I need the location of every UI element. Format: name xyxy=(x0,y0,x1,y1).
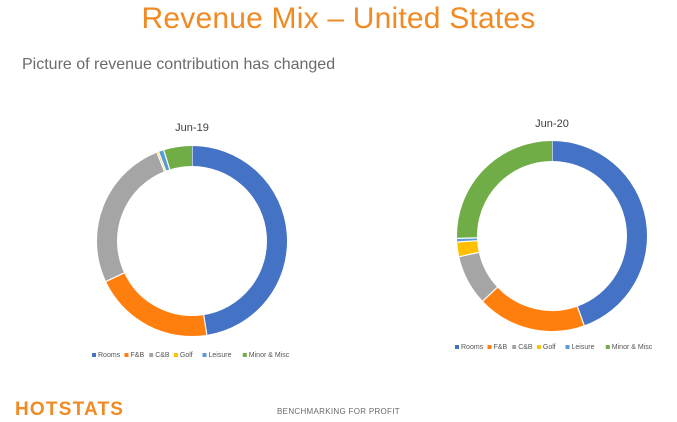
legend-1-label-golf: Golf xyxy=(180,352,193,359)
donut-2-slice-rooms xyxy=(551,141,647,326)
slide-title: Revenue Mix – United States xyxy=(141,2,536,35)
legend-1-label-candb: C&B xyxy=(155,352,170,359)
legend-1-label-rooms: Rooms xyxy=(98,352,121,359)
footer-tagline: BENCHMARKING FOR PROFIT xyxy=(277,407,400,416)
donut-1-slice-candb xyxy=(97,152,165,282)
donut-2-slices xyxy=(457,141,647,331)
donut-2-separator xyxy=(457,240,478,243)
legend-2: Rooms F&B C&B Golf Leisure Minor & Misc xyxy=(455,344,653,351)
donut-1-slice-rooms xyxy=(191,146,287,335)
donut-1-separator xyxy=(163,150,171,170)
legend-1-swatch-leisure xyxy=(202,353,207,357)
donut-1-slice-minor-and-misc xyxy=(163,146,193,170)
donut-2-slice-fandb xyxy=(482,287,585,331)
legend-2-label-rooms: Rooms xyxy=(461,344,484,351)
slide-subtitle: Picture of revenue contribution has chan… xyxy=(22,56,336,73)
donut-1-slices xyxy=(97,146,287,336)
legend-2-label-minor-and-misc: Minor & Misc xyxy=(612,344,653,351)
donut-1-separator xyxy=(156,152,165,172)
donut-2-separator xyxy=(459,251,479,258)
donut-1-separator xyxy=(105,272,125,282)
legend-2-label-leisure: Leisure xyxy=(572,344,595,351)
legend-1-label-fandb: F&B xyxy=(131,352,145,359)
legend-2-swatch-golf xyxy=(536,345,541,349)
legend-2-label-candb: C&B xyxy=(518,344,533,351)
legend-1-swatch-rooms xyxy=(92,353,96,357)
legend-2-swatch-candb xyxy=(512,345,517,349)
legend-2-swatch-rooms xyxy=(455,345,459,349)
legend-1-swatch-fandb xyxy=(124,353,129,357)
legend-2-swatch-fandb xyxy=(487,345,492,349)
donut-2-separator xyxy=(576,306,585,326)
chart-title-1: Jun-19 xyxy=(175,122,209,134)
legend-1-swatch-minor-and-misc xyxy=(242,353,247,357)
donut-1-slice-fandb xyxy=(106,272,207,336)
donut-2-separator xyxy=(482,286,498,302)
donut-2-slice-candb xyxy=(459,251,498,302)
donut-1-separator xyxy=(158,151,167,171)
legend-1-swatch-golf xyxy=(173,353,178,357)
hotstats-logo: HOTSTATS xyxy=(15,399,125,420)
legend-2-swatch-minor-and-misc xyxy=(605,345,610,349)
legend-1-label-minor-and-misc: Minor & Misc xyxy=(249,352,290,359)
donut-2-slice-minor-and-misc xyxy=(457,141,553,239)
legend-1: Rooms F&B C&B Golf Leisure Minor & Misc xyxy=(92,352,290,359)
donut-1-slice-leisure xyxy=(158,150,170,171)
donut-2-separator xyxy=(457,237,478,239)
legend-2-swatch-leisure xyxy=(565,345,570,349)
legend-1-label-leisure: Leisure xyxy=(209,352,232,359)
legend-1-swatch-candb xyxy=(149,353,154,357)
chart-title-2: Jun-20 xyxy=(535,118,569,130)
donut-1-separator xyxy=(203,314,208,335)
donut-2-slice-golf xyxy=(457,240,479,257)
legend-2-label-golf: Golf xyxy=(543,344,556,351)
legend-2-label-fandb: F&B xyxy=(494,344,508,351)
